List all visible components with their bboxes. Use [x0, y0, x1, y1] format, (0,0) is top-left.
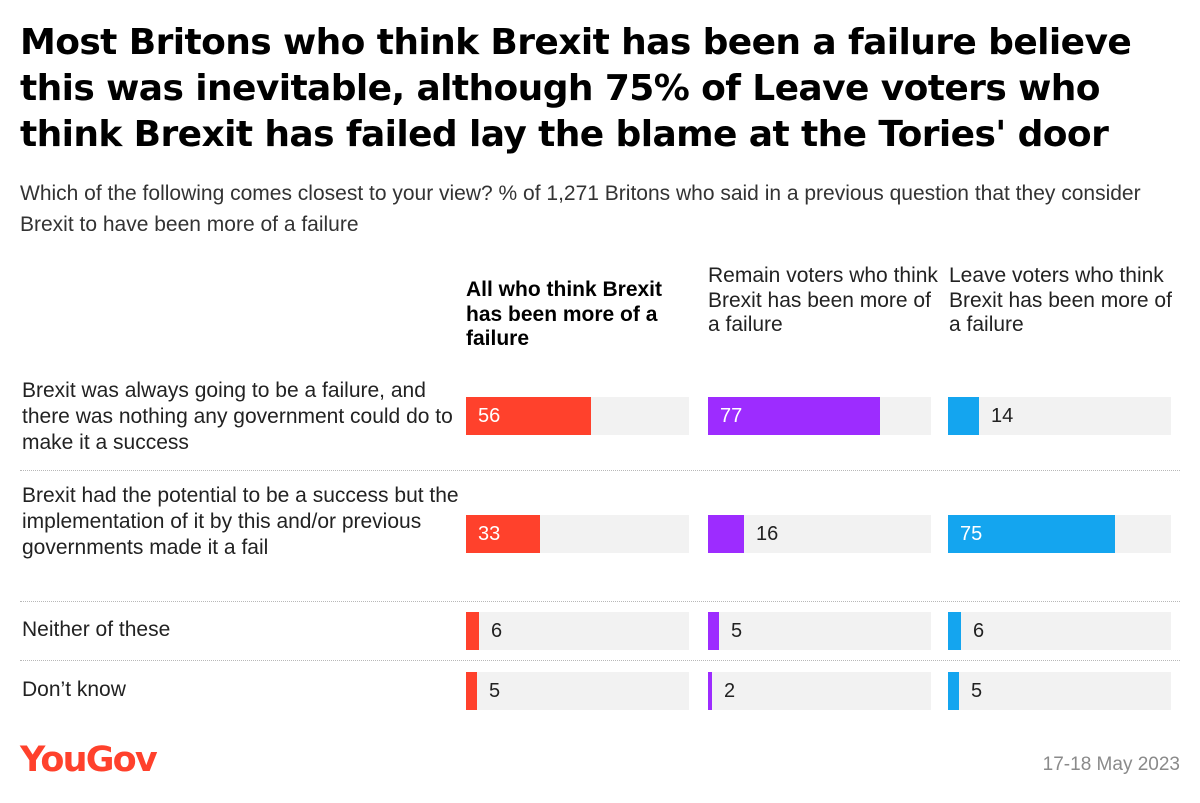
bar-remain-neither	[708, 612, 719, 650]
bar-track-leave-dont-know: 5	[948, 672, 1171, 710]
bar-value-all-dont-know: 5	[489, 680, 501, 702]
column-header-leave: Leave voters who think Brexit has been m…	[949, 264, 1172, 336]
row-label-dont-know: Don’t know	[22, 678, 126, 701]
bar-value-remain-neither: 5	[731, 620, 743, 642]
bar-leave-always-failure	[948, 397, 979, 435]
bar-remain-dont-know	[708, 672, 712, 710]
bar-all-potential-success	[466, 515, 540, 553]
bar-value-all-always-failure: 56	[478, 405, 501, 427]
bar-value-leave-dont-know: 5	[971, 680, 983, 702]
bar-track-remain-dont-know: 2	[708, 672, 931, 710]
column-header-all: All who think Brexit has been more of a …	[466, 278, 663, 350]
bar-track-leave-always-failure: 14	[948, 397, 1171, 435]
bar-all-dont-know	[466, 672, 477, 710]
bar-value-leave-potential-success: 75	[960, 523, 983, 545]
column-header-remain: Remain voters who think Brexit has been …	[708, 264, 938, 336]
bar-leave-potential-success	[948, 515, 1115, 553]
bar-track-leave-potential-success: 75	[948, 515, 1171, 553]
row-label-always-failure: Brexit was always going to be a failure,…	[22, 379, 453, 454]
bar-all-always-failure	[466, 397, 591, 435]
bar-remain-potential-success	[708, 515, 744, 553]
bar-track-remain-always-failure: 77	[708, 397, 931, 435]
bar-leave-neither	[948, 612, 961, 650]
row-divider	[20, 660, 1180, 661]
row-label-potential-success: Brexit had the potential to be a success…	[22, 484, 459, 559]
bar-track-all-always-failure: 56	[466, 397, 689, 435]
bar-value-remain-dont-know: 2	[724, 680, 736, 702]
row-divider	[20, 470, 1180, 471]
bar-value-remain-always-failure: 77	[720, 405, 743, 427]
bar-track-remain-neither: 5	[708, 612, 931, 650]
bar-value-all-potential-success: 33	[478, 523, 501, 545]
bar-value-leave-neither: 6	[973, 620, 985, 642]
fieldwork-date: 17-18 May 2023	[1042, 754, 1180, 775]
bar-track-all-potential-success: 33	[466, 515, 689, 553]
bar-value-all-neither: 6	[491, 620, 503, 642]
yougov-logo: YouGov	[20, 740, 158, 780]
bar-value-leave-always-failure: 14	[991, 405, 1014, 427]
bar-leave-dont-know	[948, 672, 959, 710]
bar-remain-always-failure	[708, 397, 880, 435]
bar-track-leave-neither: 6	[948, 612, 1171, 650]
bar-track-remain-potential-success: 16	[708, 515, 931, 553]
bar-track-all-neither: 6	[466, 612, 689, 650]
bar-all-neither	[466, 612, 479, 650]
row-label-neither: Neither of these	[22, 618, 171, 641]
chart-title: Most Britons who think Brexit has been a…	[20, 22, 1132, 155]
bar-value-remain-potential-success: 16	[756, 523, 779, 545]
chart-subtitle: Which of the following comes closest to …	[20, 182, 1141, 236]
row-divider	[20, 601, 1180, 602]
bar-track-all-dont-know: 5	[466, 672, 689, 710]
